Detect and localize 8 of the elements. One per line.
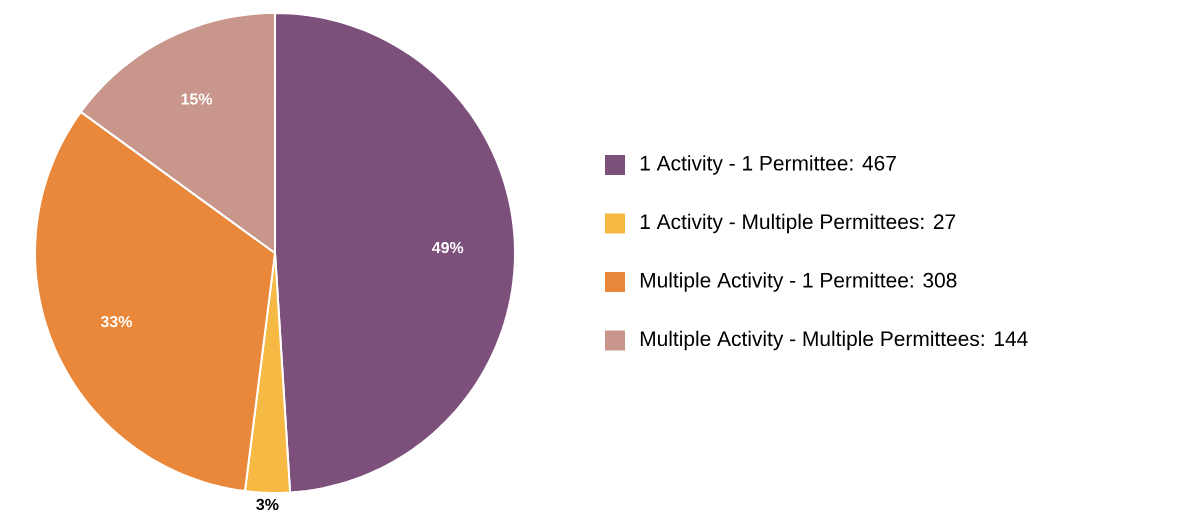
legend-label: Multiple Activity - Multiple Permittees: 144 [640, 330, 1028, 351]
legend-label: 1 Activity - Multiple Permittees: 27 [640, 213, 956, 234]
data-label: 33% [100, 315, 132, 328]
legend-label: Multiple Activity - 1 Permittee: 308 [640, 272, 957, 292]
data-label: 15% [181, 93, 213, 105]
data-label: 3% [256, 498, 279, 511]
data-label: 49% [432, 241, 464, 254]
legend-label: 1 Activity - 1 Permittee: 467 [640, 155, 896, 175]
